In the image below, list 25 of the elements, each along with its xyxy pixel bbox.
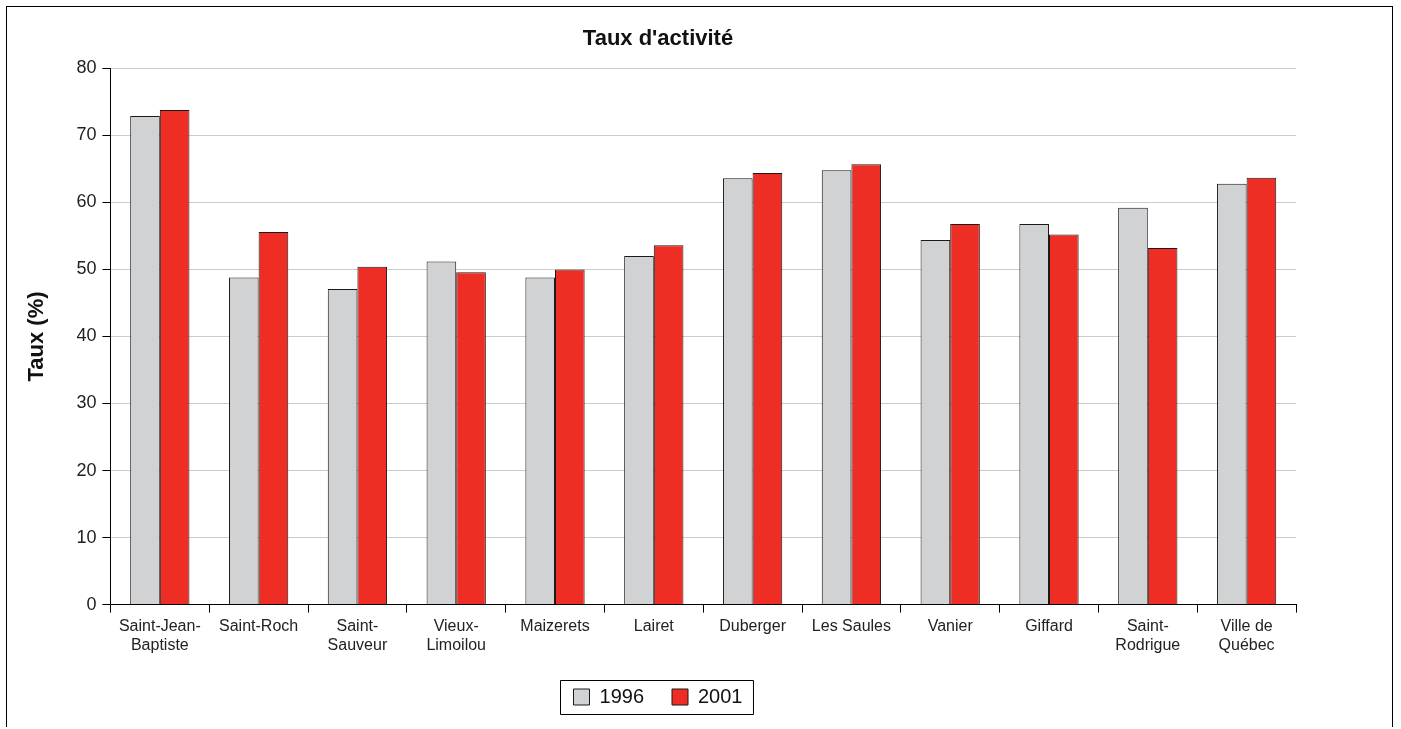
y-tick-label: 20 bbox=[76, 459, 97, 480]
y-tick-label: 30 bbox=[76, 392, 97, 413]
legend-label: 1996 bbox=[599, 684, 645, 707]
y-tick-label: 80 bbox=[76, 57, 97, 78]
y-tick-label: 40 bbox=[76, 325, 97, 346]
x-tick-label: Saint-Sauveur bbox=[327, 616, 388, 653]
x-tick-label: Giffard bbox=[1025, 616, 1073, 634]
x-tick-label: Ville de Québec bbox=[1218, 616, 1275, 653]
x-tick-label: Saint-Roch bbox=[219, 616, 299, 634]
x-tick-label: Saint-Jean-Baptiste bbox=[118, 616, 201, 653]
x-tick-label: Saint-Rodrigue bbox=[1115, 616, 1181, 653]
x-tick-label: Vieux-Limoilou bbox=[426, 616, 487, 653]
x-tick-label: Maizerets bbox=[520, 616, 590, 634]
y-tick-label: 50 bbox=[76, 258, 97, 279]
x-tick-label: Lairet bbox=[633, 616, 675, 634]
y-tick-label: 70 bbox=[76, 124, 97, 145]
x-tick-label: Les Saules bbox=[811, 616, 891, 634]
y-tick-label: 60 bbox=[76, 191, 97, 212]
chart-title: Taux d'activité bbox=[582, 25, 734, 51]
legend-label: 2001 bbox=[698, 684, 743, 707]
y-tick-label: 0 bbox=[86, 593, 97, 614]
y-axis-title: Taux (%) bbox=[23, 291, 49, 382]
y-tick-label: 10 bbox=[76, 526, 97, 547]
x-tick-label: Duberger bbox=[719, 616, 787, 634]
x-tick-label: Vanier bbox=[927, 616, 974, 634]
